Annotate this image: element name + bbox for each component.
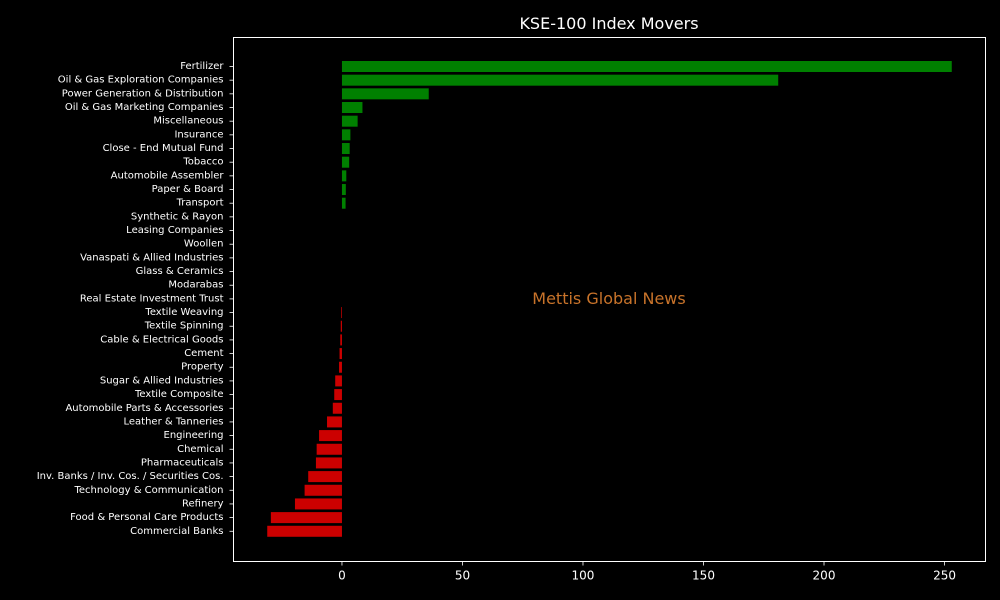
category-label: Food & Personal Care Products xyxy=(70,512,223,523)
x-tick-label: 200 xyxy=(813,569,836,583)
category-label: Synthetic & Rayon xyxy=(131,211,224,222)
bar xyxy=(341,170,347,182)
bar xyxy=(341,307,342,319)
bar xyxy=(316,443,342,455)
category-label: Glass & Ceramics xyxy=(136,266,224,277)
bar xyxy=(341,88,429,100)
category-label: Cement xyxy=(184,348,223,359)
category-label: Close - End Mutual Fund xyxy=(103,143,224,154)
category-label: Chemical xyxy=(177,444,223,455)
plot-frame xyxy=(233,37,986,562)
category-label: Automobile Parts & Accessories xyxy=(65,403,223,414)
category-label: Inv. Banks / Inv. Cos. / Securities Cos. xyxy=(37,471,224,482)
category-label: Textile Composite xyxy=(134,389,223,400)
bar xyxy=(341,61,952,72)
category-label: Textile Weaving xyxy=(144,307,223,318)
bar xyxy=(327,416,342,428)
bar xyxy=(341,197,346,209)
category-label: Miscellaneous xyxy=(153,116,223,127)
bar xyxy=(341,74,779,86)
x-tick-label: 100 xyxy=(572,569,595,583)
bar xyxy=(341,102,363,114)
x-tick-label: 0 xyxy=(338,569,346,583)
x-tick-label: 250 xyxy=(933,569,956,583)
category-label: Pharmaceuticals xyxy=(141,457,224,468)
bar xyxy=(315,457,342,469)
category-label: Textile Spinning xyxy=(144,321,224,332)
bar xyxy=(270,512,342,524)
bar xyxy=(341,184,346,196)
watermark: Mettis Global News xyxy=(532,289,685,308)
category-labels-group: Fertilizer Oil & Gas Exploration Companie… xyxy=(37,61,234,537)
category-label: Automobile Assembler xyxy=(111,170,225,181)
bar xyxy=(341,143,350,155)
bar xyxy=(308,471,342,483)
x-tick-label: 50 xyxy=(455,569,470,583)
category-label: Transport xyxy=(176,198,224,209)
bar xyxy=(340,334,342,346)
category-label: Power Generation & Distribution xyxy=(62,88,224,99)
bar xyxy=(332,402,342,414)
bar xyxy=(335,375,342,387)
bar xyxy=(341,115,358,127)
category-label: Oil & Gas Marketing Companies xyxy=(65,102,224,113)
chart-title: KSE-100 Index Movers xyxy=(519,14,698,33)
category-label: Woollen xyxy=(184,239,224,250)
bar xyxy=(334,389,342,401)
category-label: Commercial Banks xyxy=(130,526,223,537)
category-label: Cable & Electrical Goods xyxy=(100,334,223,345)
bar xyxy=(341,129,351,141)
category-label: Leasing Companies xyxy=(126,225,223,236)
category-label: Real Estate Investment Trust xyxy=(80,293,224,304)
bar xyxy=(267,525,342,537)
category-label: Engineering xyxy=(164,430,224,441)
bar xyxy=(304,484,342,496)
x-axis-ticks-group: 0 50 100 150 200 250 xyxy=(338,561,956,583)
category-label: Sugar & Allied Industries xyxy=(100,375,224,386)
bar xyxy=(341,156,350,168)
bar xyxy=(340,320,342,332)
category-label: Tobacco xyxy=(182,157,223,168)
category-label: Vanaspati & Allied Industries xyxy=(80,252,223,263)
category-label: Leather & Tanneries xyxy=(123,416,223,427)
category-label: Insurance xyxy=(174,129,223,140)
category-label: Refinery xyxy=(182,498,224,509)
x-tick-label: 150 xyxy=(692,569,715,583)
category-label: Fertilizer xyxy=(180,61,224,72)
bars-group xyxy=(267,61,952,537)
category-label: Property xyxy=(181,362,223,373)
category-label: Modarabas xyxy=(168,280,223,291)
category-label: Oil & Gas Exploration Companies xyxy=(58,75,224,86)
bar xyxy=(319,430,342,442)
category-label: Technology & Communication xyxy=(74,485,224,496)
bar xyxy=(294,498,342,510)
bar xyxy=(339,348,342,360)
bar xyxy=(339,361,342,373)
category-label: Paper & Board xyxy=(152,184,224,195)
